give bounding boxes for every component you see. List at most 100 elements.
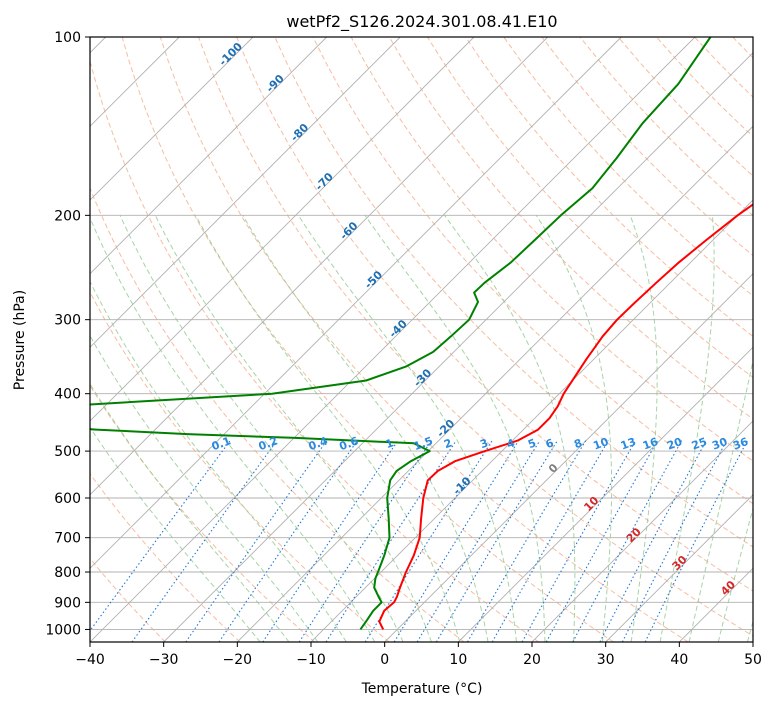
mixing-ratio-label: 5 [526, 436, 538, 451]
y-tick-label: 200 [54, 208, 81, 224]
isotherm-line [90, 37, 549, 496]
moist-adiabat [119, 215, 404, 642]
mixing-ratio-label: 25 [690, 435, 709, 452]
mixing-ratio-line [545, 440, 659, 642]
x-tick-label: −40 [75, 652, 105, 668]
y-tick-label: 600 [54, 491, 81, 507]
mixing-ratio-label: 16 [641, 435, 660, 453]
isotherm-line [531, 420, 753, 642]
dry-adiabat [90, 59, 540, 642]
x-tick-label: 10 [449, 652, 467, 668]
x-tick-label: −10 [296, 652, 326, 668]
mixing-ratio-line [185, 440, 328, 642]
dewpoint-line [90, 37, 712, 630]
y-tick-label: 400 [54, 387, 81, 403]
x-axis-label: Temperature (°C) [361, 681, 483, 697]
mixing-ratio-label: 20 [665, 435, 684, 453]
moist-adiabat [90, 334, 319, 642]
mixing-ratio-line [521, 440, 637, 642]
y-axis-ticks: 100 200 300 400 500 600 700 800 900 1000 [45, 30, 90, 638]
isotherm-line [90, 37, 401, 348]
isotherm-line [310, 199, 753, 642]
isotherm-line [752, 641, 753, 642]
dry-adiabat [121, 37, 614, 642]
mixing-ratio-line [131, 440, 278, 642]
y-axis-label: Pressure (hPa) [12, 290, 28, 390]
mixing-ratio-label: 0.4 [307, 434, 330, 453]
mixing-ratio-line [644, 440, 748, 642]
isotherm-line [163, 52, 753, 642]
mixing-ratio-line [491, 440, 609, 642]
isotherm-line [90, 37, 475, 422]
plot-frame [89, 36, 754, 643]
x-axis-ticks: −40 −30 −20 −10 0 10 20 30 40 50 [75, 642, 762, 668]
x-tick-label: −30 [149, 652, 179, 668]
x-tick-label: 30 [597, 652, 615, 668]
moist-adiabat [90, 216, 376, 642]
mixing-ratio-label: 30 [710, 435, 729, 453]
mixing-ratio-label: 13 [619, 435, 638, 452]
isotherm-line [384, 273, 753, 642]
x-tick-label: −20 [223, 652, 253, 668]
moist-adiabat [688, 358, 753, 642]
isotherm-line [90, 37, 254, 201]
y-tick-label: 500 [54, 444, 81, 460]
mixing-ratio-label: 4 [505, 436, 517, 451]
x-tick-label: 0 [380, 652, 389, 668]
mixing-ratio-label: 3 [478, 436, 490, 451]
moist-adiabat [364, 215, 546, 642]
mixing-ratio-label: 0.1 [210, 434, 233, 453]
mixing-ratio-line [393, 440, 520, 642]
isotherm-line [90, 37, 622, 569]
isotherm-line [457, 346, 753, 642]
dry-adiabat [90, 557, 166, 642]
mixing-ratio-label: 2 [442, 436, 454, 451]
moist-adiabat [90, 280, 347, 642]
plot-area [90, 37, 753, 642]
moist-adiabat [154, 215, 432, 642]
isotherm-line [236, 125, 753, 642]
mixing-ratio-line [435, 440, 558, 642]
profile-series [90, 37, 753, 630]
dry-adiabat [350, 37, 753, 462]
mixing-ratio-line [262, 440, 399, 642]
mixing-ratio-label: 0.2 [257, 434, 280, 453]
moist-adiabat [297, 215, 517, 642]
dry-adiabat [90, 472, 241, 642]
mixing-ratio-label: 6 [544, 436, 556, 451]
dry-adiabat [236, 37, 753, 592]
x-tick-label: 20 [523, 652, 541, 668]
dry-adiabat [503, 37, 753, 297]
moist-adiabat [629, 215, 658, 642]
y-tick-label: 900 [54, 595, 81, 611]
mixing-ratio-line [572, 440, 683, 642]
isotherm-line [605, 494, 753, 642]
mixing-ratio-label: 0.6 [338, 434, 361, 453]
isotherm-line [90, 37, 328, 275]
y-tick-label: 100 [54, 30, 81, 46]
moist-adiabat [90, 426, 261, 642]
dry-adiabat [426, 37, 753, 378]
mixing-ratio-label: 1.5 [412, 434, 435, 453]
x-tick-label: 50 [744, 652, 762, 668]
dry-adiabat [198, 37, 753, 637]
mixing-ratio-line [467, 440, 587, 642]
mixing-ratio-label: 8 [572, 436, 584, 451]
moist-adiabat [195, 215, 461, 642]
isotherm-line [90, 37, 696, 642]
mixing-ratio-label: 1 [384, 436, 396, 451]
y-tick-label: 1000 [45, 622, 81, 638]
mixing-ratio-line [298, 440, 432, 642]
mixing-ratio-label: 10 [591, 435, 610, 453]
mixing-ratio-label: 36 [731, 435, 750, 453]
mixing-ratio-line [90, 440, 231, 632]
moist-adiabat [535, 215, 613, 642]
chart-title: wetPf2_S126.2024.301.08.41.E10 [286, 12, 557, 32]
dry-adiabat [90, 291, 390, 642]
dry-adiabat [90, 186, 465, 642]
y-tick-label: 700 [54, 531, 81, 547]
temperature-line [378, 203, 753, 630]
y-tick-label: 300 [54, 313, 81, 329]
mixing-ratio-line [416, 440, 541, 642]
